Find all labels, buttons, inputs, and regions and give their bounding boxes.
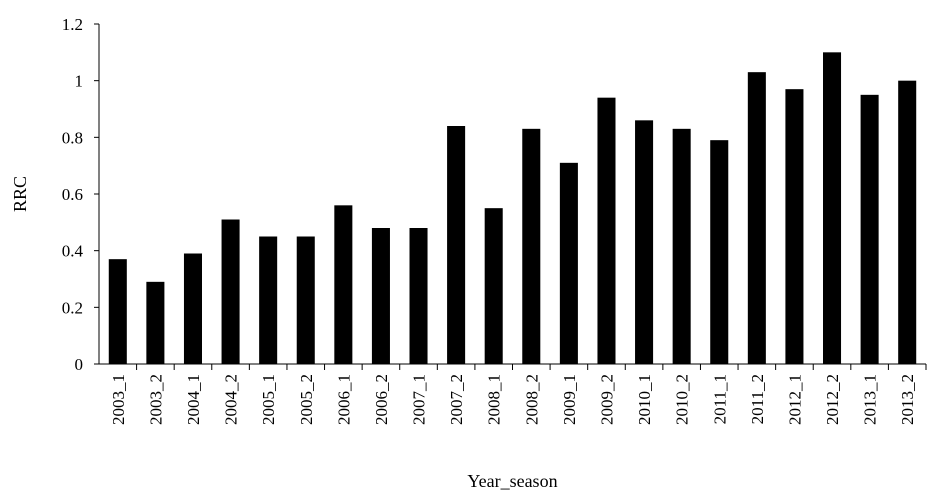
x-tick-label: 2005_2	[297, 374, 316, 425]
bar-2004_1	[183, 253, 202, 364]
bar-2012_2	[823, 52, 842, 364]
bar-2006_1	[334, 205, 353, 364]
x-ticks	[136, 364, 927, 370]
x-tick-label: 2004_1	[184, 374, 203, 425]
x-tick-label: 2011_2	[748, 374, 767, 424]
bars-group	[108, 52, 917, 365]
x-tick-label: 2013_1	[861, 374, 880, 425]
bar-2009_2	[597, 97, 616, 365]
bar-2007_1	[409, 228, 428, 364]
y-tick-label: 0.6	[62, 185, 83, 204]
x-tick-label: 2008_2	[522, 374, 541, 425]
bar-2009_1	[559, 162, 578, 364]
bar-2013_1	[860, 94, 879, 364]
y-tick-label: 1	[75, 72, 84, 91]
x-tick-label: 2012_1	[785, 374, 804, 425]
bar-2010_2	[672, 128, 691, 364]
bar-2013_2	[898, 80, 917, 365]
bar-2012_1	[785, 89, 804, 365]
bar-2004_2	[221, 219, 240, 364]
y-tick-label: 1.2	[62, 15, 83, 34]
bar-2008_1	[484, 208, 503, 364]
y-tick-label: 0.8	[62, 128, 83, 147]
y-tick-labels: 0 0.2 0.4 0.6 0.8 1 1.2	[62, 15, 99, 374]
bar-2011_2	[747, 72, 766, 365]
bar-2010_1	[635, 120, 654, 364]
x-tick-label: 2013_2	[898, 374, 917, 425]
x-axis-title: Year_season	[467, 471, 557, 491]
y-axis: 0 0.2 0.4 0.6 0.8 1 1.2	[62, 15, 100, 374]
x-tick-label: 2011_1	[710, 374, 729, 424]
x-tick-label: 2003_2	[146, 374, 165, 425]
bar-2007_2	[447, 126, 466, 364]
x-tick-label: 2008_1	[485, 374, 504, 425]
x-tick-label: 2012_2	[823, 374, 842, 425]
y-tick-label: 0.2	[62, 298, 83, 317]
x-tick-label: 2007_2	[447, 374, 466, 425]
x-tick-label: 2009_2	[597, 374, 616, 425]
bar-2008_2	[522, 128, 541, 364]
x-tick-label: 2007_1	[410, 374, 429, 425]
x-tick-label: 2010_2	[673, 374, 692, 425]
y-tick-label: 0	[75, 355, 84, 374]
bar-2006_2	[371, 228, 390, 364]
x-tick-label: 2003_1	[109, 374, 128, 425]
x-tick-label: 2005_1	[259, 374, 278, 425]
x-tick-label: 2009_1	[560, 374, 579, 425]
x-tick-labels: 2003_1 2003_2 2004_1 2004_2 2005_1 2005_2 2006…	[109, 374, 917, 425]
x-tick-label: 2006_1	[334, 374, 353, 425]
bar-2005_2	[296, 236, 315, 364]
bar-2011_1	[710, 140, 729, 364]
bar-2005_1	[259, 236, 278, 364]
x-axis: 2003_1 2003_2 2004_1 2004_2 2005_1 2005_2 2006…	[99, 363, 927, 425]
y-axis-title: RRC	[10, 176, 30, 212]
x-tick-label: 2006_2	[372, 374, 391, 425]
x-tick-label: 2004_2	[222, 374, 241, 425]
bar-2003_2	[146, 281, 165, 364]
y-tick-label: 0.4	[62, 242, 84, 261]
bar-2003_1	[108, 259, 127, 364]
x-tick-label: 2010_1	[635, 374, 654, 425]
